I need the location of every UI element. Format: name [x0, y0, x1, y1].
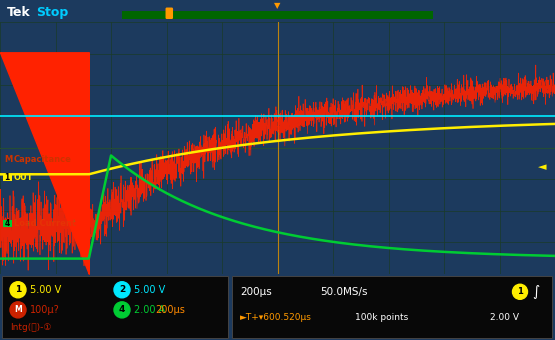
Circle shape: [114, 282, 130, 298]
Text: 1: 1: [15, 285, 21, 294]
Text: 1: 1: [517, 287, 523, 296]
Bar: [3, 220, 12, 227]
Circle shape: [10, 282, 26, 298]
Text: 2: 2: [119, 285, 125, 294]
FancyBboxPatch shape: [232, 276, 552, 338]
Text: 100k points: 100k points: [355, 313, 408, 322]
FancyBboxPatch shape: [2, 276, 228, 338]
Circle shape: [114, 302, 130, 318]
Bar: [122, 11, 433, 19]
Circle shape: [10, 302, 26, 318]
Text: OUT: OUT: [14, 173, 33, 182]
Text: Tek: Tek: [7, 6, 31, 19]
Text: 5.00 V: 5.00 V: [30, 285, 61, 295]
Text: M: M: [14, 305, 22, 314]
Text: 50.0MS/s: 50.0MS/s: [320, 287, 367, 297]
Text: 4: 4: [119, 305, 125, 314]
Text: 1: 1: [4, 173, 10, 182]
Text: 200μs: 200μs: [240, 287, 272, 297]
Text: M: M: [4, 155, 13, 164]
Text: ►T+▾600.520μs: ►T+▾600.520μs: [240, 313, 312, 322]
Text: Load Current: Load Current: [14, 219, 76, 228]
Text: T: T: [166, 9, 172, 18]
Text: 200μs: 200μs: [155, 305, 185, 315]
Circle shape: [512, 284, 527, 299]
Text: ▼: ▼: [274, 1, 281, 10]
Bar: [3, 174, 12, 181]
Text: ∫: ∫: [532, 285, 539, 299]
Text: Intg(ⓓ)-①: Intg(ⓓ)-①: [10, 323, 52, 333]
Text: 4: 4: [4, 219, 10, 228]
Text: 100μ?: 100μ?: [30, 305, 60, 315]
Text: 2.00 A: 2.00 A: [134, 305, 165, 315]
Text: 2.00 V: 2.00 V: [490, 313, 519, 322]
Text: 5.00 V: 5.00 V: [134, 285, 165, 295]
Text: Capacitance: Capacitance: [14, 155, 72, 164]
Text: Stop: Stop: [36, 6, 68, 19]
Text: ◄: ◄: [538, 162, 547, 172]
